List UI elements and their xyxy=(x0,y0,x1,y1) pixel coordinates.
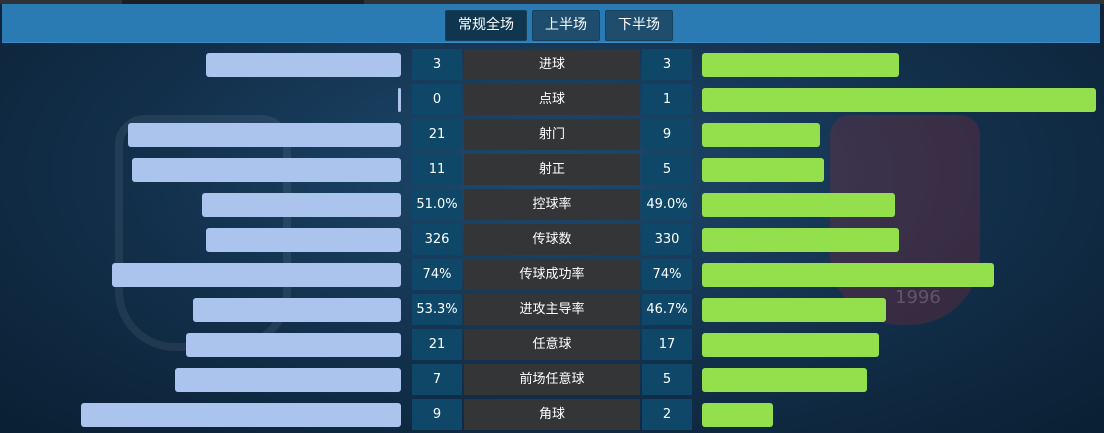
home-stat-value: 21 xyxy=(412,119,462,150)
away-stat-value: 49.0% xyxy=(642,189,692,220)
home-stat-bar xyxy=(186,333,401,357)
stat-row: 11 射正 5 xyxy=(0,153,1104,188)
stat-label: 角球 xyxy=(464,399,640,430)
stat-label: 任意球 xyxy=(464,329,640,360)
home-stat-value: 74% xyxy=(412,259,462,290)
away-stat-value: 46.7% xyxy=(642,294,692,325)
stat-row: 21 射门 9 xyxy=(0,118,1104,153)
tab-second-half[interactable]: 下半场 xyxy=(605,10,673,41)
stat-row: 21 任意球 17 xyxy=(0,328,1104,363)
top-strip xyxy=(0,0,1104,4)
home-stat-bar xyxy=(175,368,401,392)
away-stat-value: 74% xyxy=(642,259,692,290)
tab-full-match[interactable]: 常规全场 xyxy=(445,10,527,41)
away-stat-value: 330 xyxy=(642,224,692,255)
stat-row: 326 传球数 330 xyxy=(0,223,1104,258)
stat-row: 3 进球 3 xyxy=(0,48,1104,83)
crest-year: 1996 xyxy=(895,287,941,308)
away-stat-bar xyxy=(702,158,824,182)
home-stat-value: 7 xyxy=(412,364,462,395)
away-stat-bar xyxy=(702,123,820,147)
tab-first-half[interactable]: 上半场 xyxy=(532,10,600,41)
home-stat-bar xyxy=(206,53,401,77)
home-stat-value: 3 xyxy=(412,49,462,80)
home-stat-bar xyxy=(193,298,401,322)
home-stat-bar xyxy=(112,263,401,287)
away-stat-bar xyxy=(702,403,773,427)
stat-label: 控球率 xyxy=(464,189,640,220)
away-stat-bar xyxy=(702,333,879,357)
stat-label: 射正 xyxy=(464,154,640,185)
away-stat-bar xyxy=(702,88,1096,112)
stat-row: 51.0% 控球率 49.0% xyxy=(0,188,1104,223)
stat-label: 进球 xyxy=(464,49,640,80)
stat-label: 点球 xyxy=(464,84,640,115)
away-stat-value: 1 xyxy=(642,84,692,115)
stat-row: 53.3% 进攻主导率 46.7% xyxy=(0,293,1104,328)
stat-row: 7 前场任意球 5 xyxy=(0,363,1104,398)
home-stat-bar xyxy=(128,123,401,147)
away-stat-value: 5 xyxy=(642,154,692,185)
away-stat-bar xyxy=(702,53,899,77)
top-strip-segment xyxy=(122,0,364,4)
away-stat-bar xyxy=(702,228,899,252)
home-stat-bar xyxy=(398,88,401,112)
stat-label: 前场任意球 xyxy=(464,364,640,395)
home-stat-value: 51.0% xyxy=(412,189,462,220)
home-stat-bar xyxy=(132,158,401,182)
away-stat-bar xyxy=(702,193,895,217)
stats-table: 3 进球 3 0 点球 1 21 射门 9 11 射正 5 51.0% 控球率 49.0% 326 传球数 330… xyxy=(0,48,1104,433)
stat-label: 传球数 xyxy=(464,224,640,255)
away-stat-value: 2 xyxy=(642,399,692,430)
away-stat-value: 3 xyxy=(642,49,692,80)
stat-row: 74% 传球成功率 74% xyxy=(0,258,1104,293)
stat-label: 进攻主导率 xyxy=(464,294,640,325)
stat-row: 0 点球 1 xyxy=(0,83,1104,118)
home-stat-value: 11 xyxy=(412,154,462,185)
away-stat-bar xyxy=(702,298,886,322)
period-tab-bar: 常规全场 上半场 下半场 xyxy=(2,4,1100,43)
away-stat-bar xyxy=(702,263,994,287)
away-stat-value: 5 xyxy=(642,364,692,395)
stat-label: 射门 xyxy=(464,119,640,150)
away-stat-value: 17 xyxy=(642,329,692,360)
away-stat-value: 9 xyxy=(642,119,692,150)
home-stat-value: 326 xyxy=(412,224,462,255)
home-stat-value: 9 xyxy=(412,399,462,430)
home-stat-value: 53.3% xyxy=(412,294,462,325)
stat-label: 传球成功率 xyxy=(464,259,640,290)
period-tabs: 常规全场 上半场 下半场 xyxy=(445,10,673,41)
home-stat-bar xyxy=(81,403,401,427)
home-stat-value: 0 xyxy=(412,84,462,115)
home-stat-bar xyxy=(206,228,401,252)
away-team-crest-watermark: 1996 xyxy=(830,115,980,325)
home-stat-bar xyxy=(202,193,401,217)
stat-row: 9 角球 2 xyxy=(0,398,1104,433)
home-stat-value: 21 xyxy=(412,329,462,360)
away-stat-bar xyxy=(702,368,867,392)
